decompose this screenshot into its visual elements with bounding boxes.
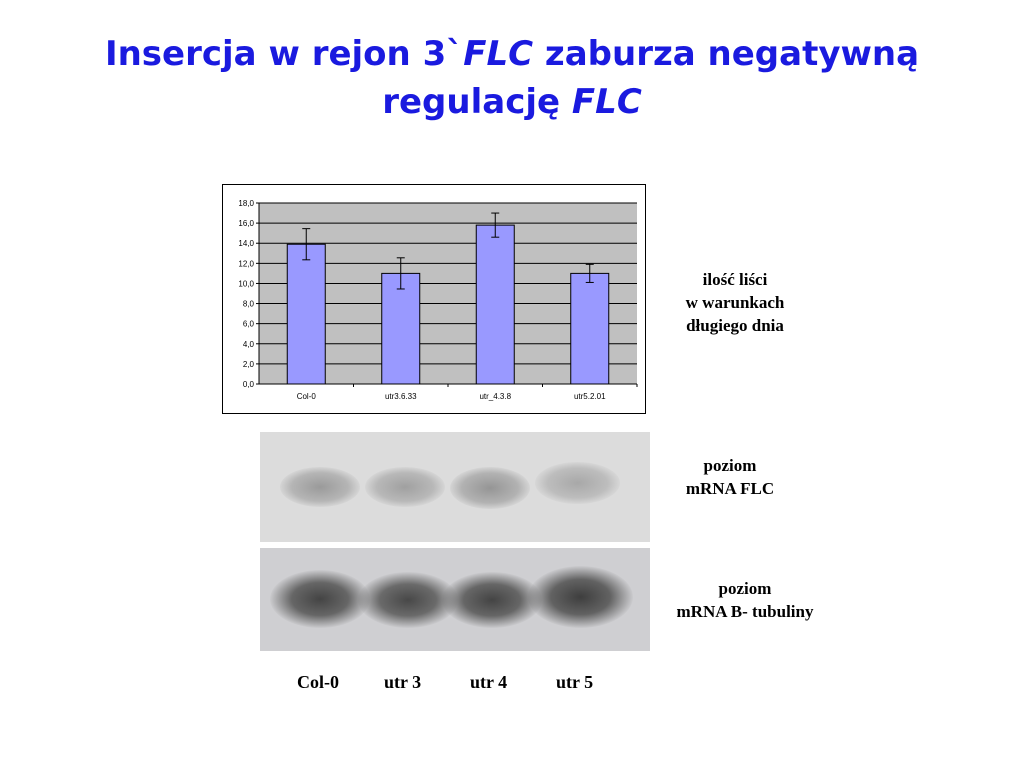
title-text: regulację bbox=[382, 82, 572, 122]
label-line: ilość liści bbox=[702, 270, 768, 289]
y-tick-label: 8,0 bbox=[243, 300, 255, 309]
label-line: poziom bbox=[703, 456, 757, 475]
label-line: poziom bbox=[718, 579, 772, 598]
title-text: Insercja w rejon 3` bbox=[104, 34, 464, 74]
y-tick-label: 2,0 bbox=[243, 360, 255, 369]
tubulin-label: poziom mRNA B- tubuliny bbox=[650, 577, 840, 623]
bar-chart: 0,0 2,0 4,0 6,0 8,0 10,0 12,0 14,0 16,0 18,0 Col-0… bbox=[222, 184, 646, 414]
title-flc: FLC bbox=[463, 34, 534, 74]
tubulin-northern-blot bbox=[260, 548, 650, 651]
lane-label: utr 4 bbox=[470, 672, 508, 692]
y-tick-label: 0,0 bbox=[243, 380, 255, 389]
lane-label: Col-0 bbox=[297, 672, 339, 692]
label-line: w warunkach bbox=[685, 293, 785, 312]
label-line: mRNA FLC bbox=[685, 479, 775, 498]
bar bbox=[286, 243, 326, 385]
label-line: mRNA B- tubuliny bbox=[676, 602, 814, 621]
x-tick-label: Col-0 bbox=[297, 392, 317, 401]
flc-label: poziom mRNA FLC bbox=[660, 454, 800, 500]
bar bbox=[381, 272, 421, 385]
label-line: długiego dnia bbox=[686, 316, 784, 335]
bar bbox=[570, 272, 610, 385]
title-flc: FLC bbox=[571, 82, 642, 122]
y-tick-label: 4,0 bbox=[243, 340, 255, 349]
chart-label: ilość liści w warunkach długiego dnia bbox=[650, 268, 820, 337]
x-tick-label: utr3.6.33 bbox=[385, 392, 417, 401]
flc-northern-blot bbox=[260, 432, 650, 542]
y-tick-label: 16,0 bbox=[238, 219, 254, 228]
lane-label: utr 3 bbox=[384, 672, 422, 692]
y-tick-label: 18,0 bbox=[238, 199, 254, 208]
lane-label: utr 5 bbox=[556, 672, 594, 692]
x-tick-label: utr_4.3.8 bbox=[479, 392, 511, 401]
y-tick-label: 14,0 bbox=[238, 239, 254, 248]
title-text: zaburza negatywną bbox=[533, 34, 920, 74]
chart-svg: 0,0 2,0 4,0 6,0 8,0 10,0 12,0 14,0 16,0 18,0 Col-0… bbox=[238, 199, 638, 401]
y-tick-label: 12,0 bbox=[238, 259, 254, 268]
y-tick-label: 10,0 bbox=[238, 279, 254, 288]
y-tick-label: 6,0 bbox=[243, 320, 255, 329]
bar bbox=[475, 224, 515, 385]
slide-title: Insercja w rejon 3`FLC zaburza negatywną… bbox=[0, 30, 1024, 126]
x-tick-label: utr5.2.01 bbox=[574, 392, 606, 401]
